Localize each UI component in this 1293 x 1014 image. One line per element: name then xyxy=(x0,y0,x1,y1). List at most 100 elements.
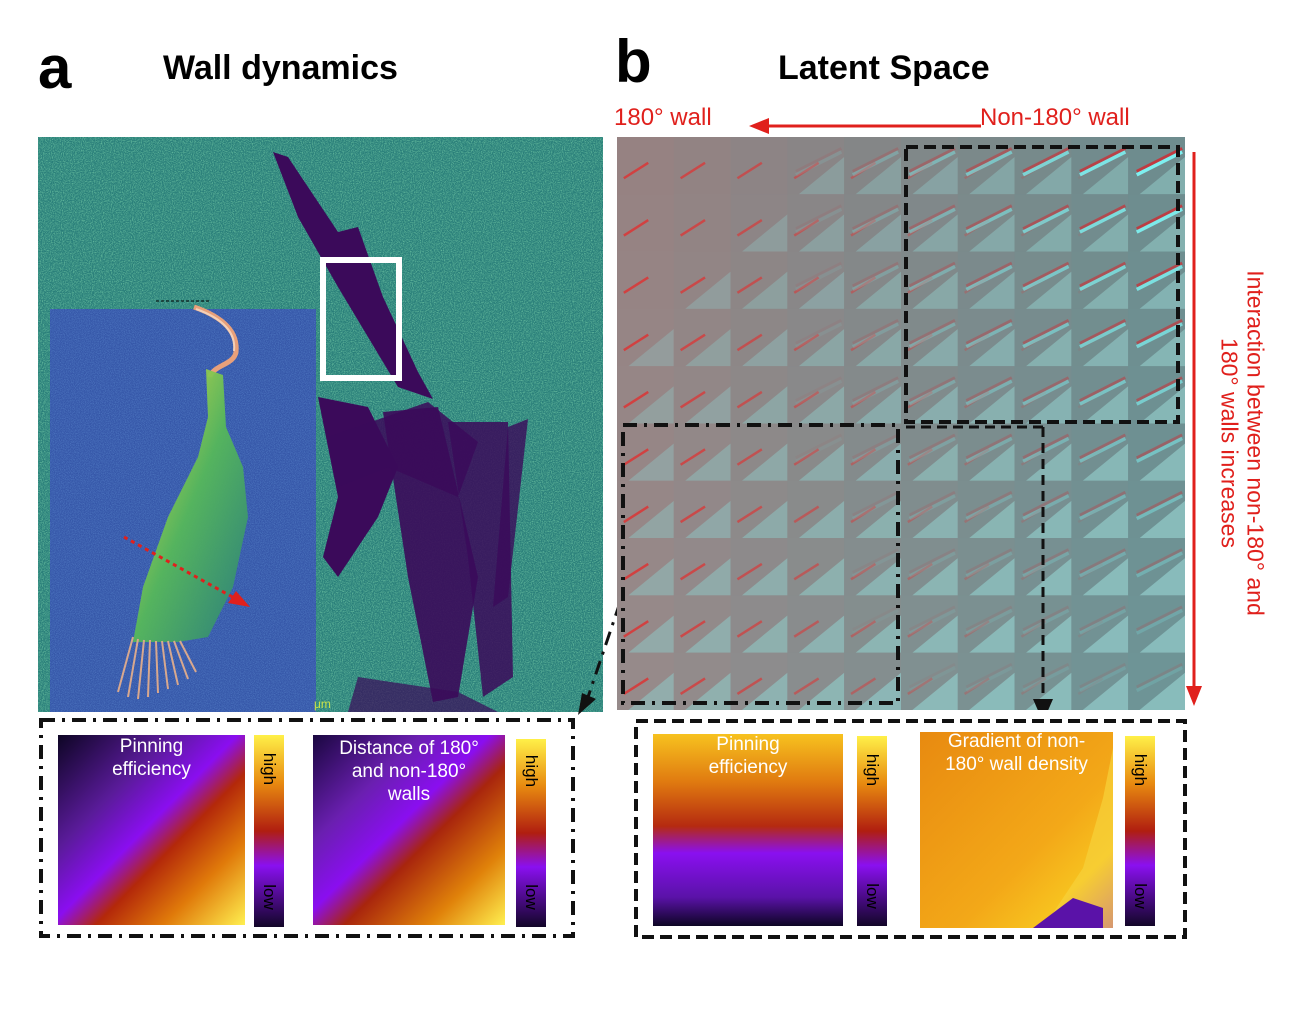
latent-tile xyxy=(1014,194,1072,253)
latent-tile xyxy=(617,423,675,482)
latent-space-grid xyxy=(617,137,1185,710)
latent-tile xyxy=(844,480,902,539)
map-label-wall-distance: Distance of 180° and non-180° walls xyxy=(339,738,479,805)
latent-tile xyxy=(673,251,732,310)
latent-tile xyxy=(617,595,675,654)
latent-tile xyxy=(673,480,732,539)
colorbar-low-label: low xyxy=(260,884,279,910)
panel-b-letter: b xyxy=(615,28,652,95)
latent-tile xyxy=(1128,194,1185,253)
label-non-180-wall: Non-180° wall xyxy=(980,104,1130,131)
map-label-pinning-efficiency-b: Pinning efficiency xyxy=(708,734,788,778)
latent-tile xyxy=(730,652,788,710)
latent-tile xyxy=(1071,366,1129,424)
colorbar-a1: high low xyxy=(254,735,284,927)
latent-tile xyxy=(1071,423,1129,482)
latent-tile xyxy=(617,308,675,367)
latent-tile xyxy=(901,423,959,482)
latent-tile xyxy=(844,423,902,482)
panel-a-letter: a xyxy=(38,34,72,101)
latent-tile xyxy=(1128,308,1185,367)
latent-tile xyxy=(673,538,732,596)
latent-tile xyxy=(673,595,732,654)
latent-tile xyxy=(1014,366,1072,424)
latent-tile xyxy=(787,423,845,482)
latent-tile xyxy=(1128,423,1185,482)
wall-dynamics-image xyxy=(38,137,603,712)
latent-tile xyxy=(901,194,959,253)
latent-tile xyxy=(1128,480,1185,539)
latent-tile xyxy=(617,480,675,539)
latent-tile xyxy=(730,423,788,482)
latent-tile xyxy=(901,366,959,424)
latent-tile xyxy=(1128,366,1185,424)
latent-tile xyxy=(730,194,788,253)
label-180-wall: 180° wall xyxy=(614,104,712,131)
latent-tile xyxy=(844,137,902,195)
latent-tile xyxy=(957,652,1016,710)
latent-tile xyxy=(1071,251,1129,310)
colorbar-low-label: low xyxy=(522,884,541,910)
latent-tile xyxy=(1128,137,1185,195)
latent-tile xyxy=(1128,595,1185,654)
latent-tile xyxy=(844,251,902,310)
latent-tile xyxy=(957,595,1016,654)
latent-tile xyxy=(957,480,1016,539)
latent-tile xyxy=(1014,251,1072,310)
colorbar-high-label: high xyxy=(863,753,882,787)
colorbar-b1: high low xyxy=(857,736,887,926)
latent-tile xyxy=(901,538,959,596)
latent-tile xyxy=(730,251,788,310)
latent-tile xyxy=(787,137,845,195)
panel-a-maps-box xyxy=(39,718,575,938)
panel-b-maps-box xyxy=(634,719,1187,939)
latent-tile xyxy=(1071,308,1129,367)
latent-tile xyxy=(787,652,845,710)
red-arrow-left xyxy=(749,118,981,134)
colorbar-a2: high low xyxy=(516,739,546,927)
map-label-pinning-efficiency-a: Pinning efficiency xyxy=(112,736,191,780)
latent-tile xyxy=(730,137,788,195)
latent-tile xyxy=(844,652,902,710)
latent-tile xyxy=(730,480,788,539)
latent-tile xyxy=(673,194,732,253)
latent-tile xyxy=(617,137,675,195)
latent-tile xyxy=(730,538,788,596)
colorbar-low-label: low xyxy=(863,883,882,909)
latent-tile xyxy=(901,480,959,539)
latent-tile xyxy=(1014,652,1072,710)
latent-tile xyxy=(1071,538,1129,596)
latent-tile xyxy=(617,538,675,596)
red-arrow-down xyxy=(1186,152,1202,706)
latent-tile xyxy=(673,137,732,195)
latent-tile xyxy=(787,538,845,596)
latent-tile xyxy=(901,308,959,367)
latent-tile xyxy=(844,308,902,367)
latent-tile xyxy=(673,423,732,482)
latent-tile xyxy=(957,423,1016,482)
latent-tile xyxy=(787,480,845,539)
latent-tile xyxy=(1071,652,1129,710)
latent-tile xyxy=(1014,308,1072,367)
latent-tile xyxy=(617,194,675,253)
latent-tile xyxy=(787,308,845,367)
colorbar-b2: high low xyxy=(1125,736,1155,926)
latent-tile xyxy=(673,308,732,367)
latent-tile xyxy=(730,366,788,424)
latent-tile xyxy=(787,595,845,654)
colorbar-low-label: low xyxy=(1131,883,1150,909)
latent-tile xyxy=(844,538,902,596)
colorbar-high-label: high xyxy=(1131,753,1150,787)
latent-tile xyxy=(957,194,1016,253)
latent-tile xyxy=(901,652,959,710)
latent-tile xyxy=(1071,137,1129,195)
latent-tile xyxy=(617,652,675,710)
latent-tile xyxy=(1071,595,1129,654)
latent-tile xyxy=(730,595,788,654)
latent-tile xyxy=(901,595,959,654)
latent-tile xyxy=(844,194,902,253)
colorbar-high-label: high xyxy=(260,752,279,786)
latent-tile xyxy=(1071,194,1129,253)
latent-tile xyxy=(787,194,845,253)
latent-tile xyxy=(787,366,845,424)
